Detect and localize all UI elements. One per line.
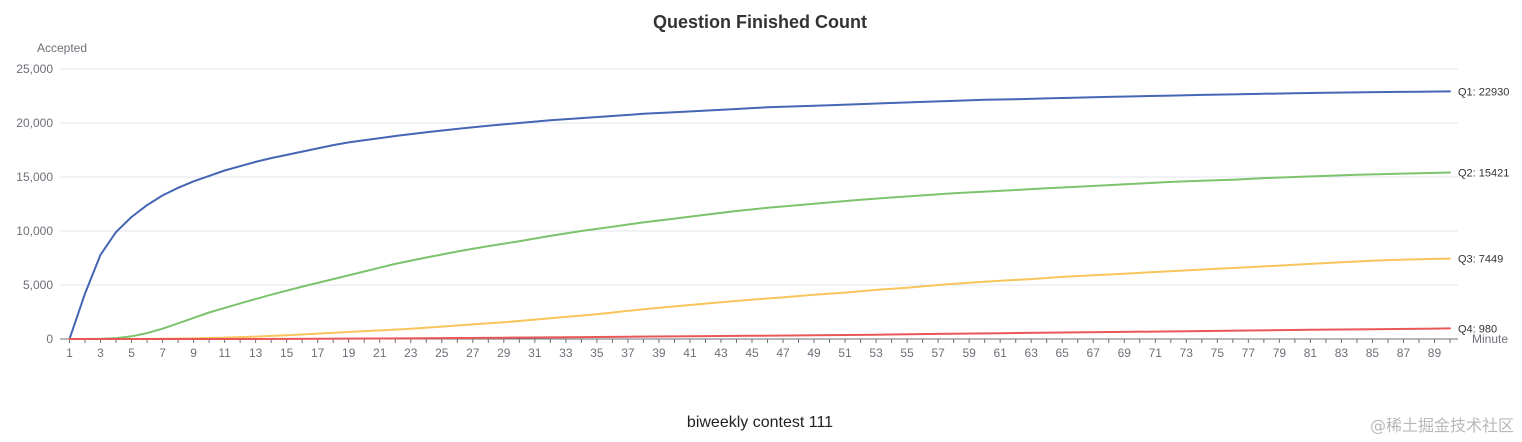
x-tick-label: 39 (652, 346, 666, 360)
x-tick-label: 47 (776, 346, 790, 360)
x-tick-label: 51 (838, 346, 852, 360)
y-tick-label: 5,000 (23, 278, 53, 292)
y-tick-label: 0 (46, 332, 53, 346)
x-tick-label: 9 (190, 346, 197, 360)
x-tick-label: 57 (931, 346, 945, 360)
end-labels: Q1: 22930 Q2: 15421 Q3: 7449 Q4: 980 (1458, 86, 1509, 335)
x-tick-label: 85 (1366, 346, 1380, 360)
x-tick-label: 31 (528, 346, 542, 360)
series-line-q4 (68, 327, 1451, 340)
x-tick-label: 87 (1397, 346, 1411, 360)
series-line-q2 (68, 171, 1451, 340)
chart-title: Question Finished Count (653, 12, 867, 32)
x-tick-label: 59 (962, 346, 976, 360)
x-tick-label: 17 (311, 346, 325, 360)
x-tick-label: 53 (869, 346, 883, 360)
y-axis-name: Accepted (37, 41, 87, 55)
x-tick-label: 75 (1211, 346, 1225, 360)
x-tick-label: 65 (1056, 346, 1070, 360)
x-tick-label: 81 (1304, 346, 1318, 360)
y-tick-label: 20,000 (16, 116, 53, 130)
series-lines (68, 90, 1451, 340)
x-tick-label: 13 (249, 346, 263, 360)
x-tick-label: 21 (373, 346, 387, 360)
x-axis: 1 3 5 7 9 11 13 15 17 19 21 23 25 27 29 31 33 35 37 39 41 43 4… (60, 338, 1458, 360)
x-tick-label: 35 (590, 346, 604, 360)
x-tick-label: 45 (745, 346, 759, 360)
x-tick-label: 37 (621, 346, 635, 360)
end-label-q2: Q2: 15421 (1458, 167, 1509, 179)
watermark-text: @稀土掘金技术社区 (1370, 416, 1514, 435)
x-tick-label: 1 (66, 346, 73, 360)
x-tick-label: 11 (218, 346, 231, 360)
x-tick-label: 15 (280, 346, 294, 360)
x-tick-label: 27 (466, 346, 480, 360)
x-tick-label: 77 (1242, 346, 1256, 360)
series-line-q1 (68, 90, 1451, 340)
x-tick-label: 33 (559, 346, 573, 360)
end-label-q1: Q1: 22930 (1458, 86, 1509, 98)
x-tick-label: 67 (1087, 346, 1101, 360)
y-axis-ticks: 0 5,000 10,000 15,000 20,000 25,000 (16, 62, 53, 346)
x-tick-label: 49 (807, 346, 821, 360)
x-tick-label: 3 (97, 346, 104, 360)
x-tick-label: 5 (128, 346, 135, 360)
x-tick-label: 7 (159, 346, 166, 360)
x-tick-label: 83 (1335, 346, 1349, 360)
x-axis-name: Minute (1472, 332, 1508, 346)
x-tick-label: 63 (1025, 346, 1039, 360)
x-tick-label: 19 (342, 346, 356, 360)
chart-subtitle: biweekly contest 111 (687, 414, 833, 431)
x-tick-label: 29 (497, 346, 511, 360)
series-line-q3 (68, 257, 1451, 340)
y-tick-label: 15,000 (16, 170, 53, 184)
x-tick-label: 25 (435, 346, 449, 360)
x-tick-label: 89 (1428, 346, 1442, 360)
y-tick-label: 10,000 (16, 224, 53, 238)
x-tick-label: 23 (404, 346, 418, 360)
x-tick-label: 41 (683, 346, 697, 360)
x-tick-label: 69 (1118, 346, 1132, 360)
x-tick-label: 71 (1149, 346, 1163, 360)
x-tick-label: 79 (1273, 346, 1287, 360)
end-label-q4: Q4: 980 (1458, 323, 1497, 335)
end-label-q3: Q3: 7449 (1458, 254, 1503, 266)
grid-lines (60, 68, 1458, 286)
x-tick-label: 43 (714, 346, 728, 360)
x-tick-label: 55 (900, 346, 914, 360)
x-tick-label: 61 (993, 346, 1007, 360)
y-tick-label: 25,000 (16, 62, 53, 76)
x-tick-label: 73 (1180, 346, 1194, 360)
